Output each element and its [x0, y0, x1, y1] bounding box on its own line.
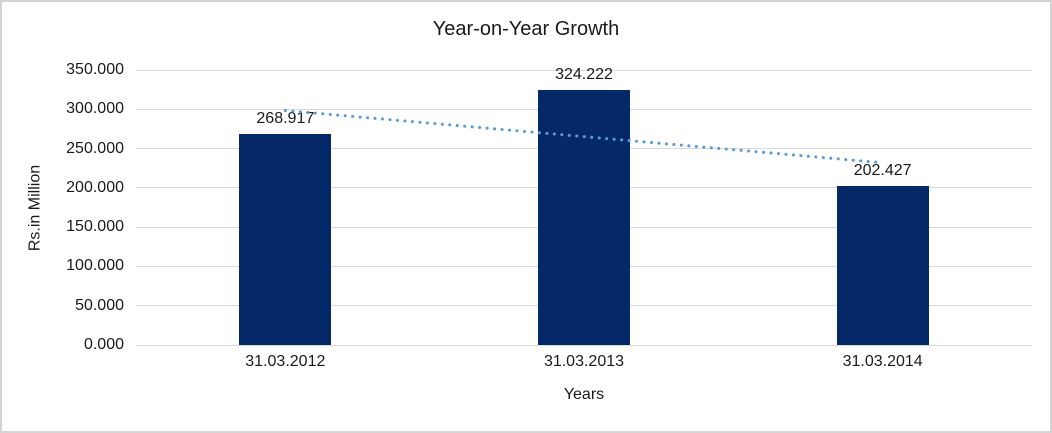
- gridline: [136, 69, 1032, 71]
- chart-title: Year-on-Year Growth: [432, 18, 620, 40]
- trendline: [283, 109, 885, 165]
- bar-value-label: 268.917: [256, 109, 315, 127]
- y-tick-label: 50.000: [75, 296, 124, 314]
- y-tick-label: 300.000: [66, 100, 124, 118]
- y-tick-label: 200.000: [66, 178, 124, 196]
- x-tick-label: 31.03.2013: [543, 353, 625, 370]
- y-tick-label: 0.000: [83, 336, 124, 353]
- y-tick-label: 250.000: [66, 139, 124, 157]
- bar-value-label: 202.427: [853, 161, 912, 179]
- plot-area: 268.917 324.222 202.427: [136, 66, 1032, 346]
- gridline: [136, 344, 1032, 346]
- x-axis-tick-labels: 31.03.2012 31.03.2013 31.03.2014: [136, 353, 1032, 373]
- y-tick-label: 350.000: [66, 61, 124, 78]
- bar: [239, 133, 332, 345]
- x-axis-title: Years: [563, 386, 605, 403]
- y-tick-label: 150.000: [66, 218, 124, 236]
- x-tick-label: 31.03.2012: [245, 353, 326, 370]
- x-tick-label: 31.03.2014: [842, 353, 923, 370]
- bar-value-label: 324.222: [555, 66, 613, 84]
- trendline-layer: [283, 109, 885, 165]
- y-axis-tick-labels: 0.000 50.000 100.000 150.000 200.000 250.000 3…: [30, 61, 124, 353]
- bar: [836, 185, 929, 345]
- bar: [538, 90, 630, 345]
- y-tick-label: 100.000: [66, 257, 124, 275]
